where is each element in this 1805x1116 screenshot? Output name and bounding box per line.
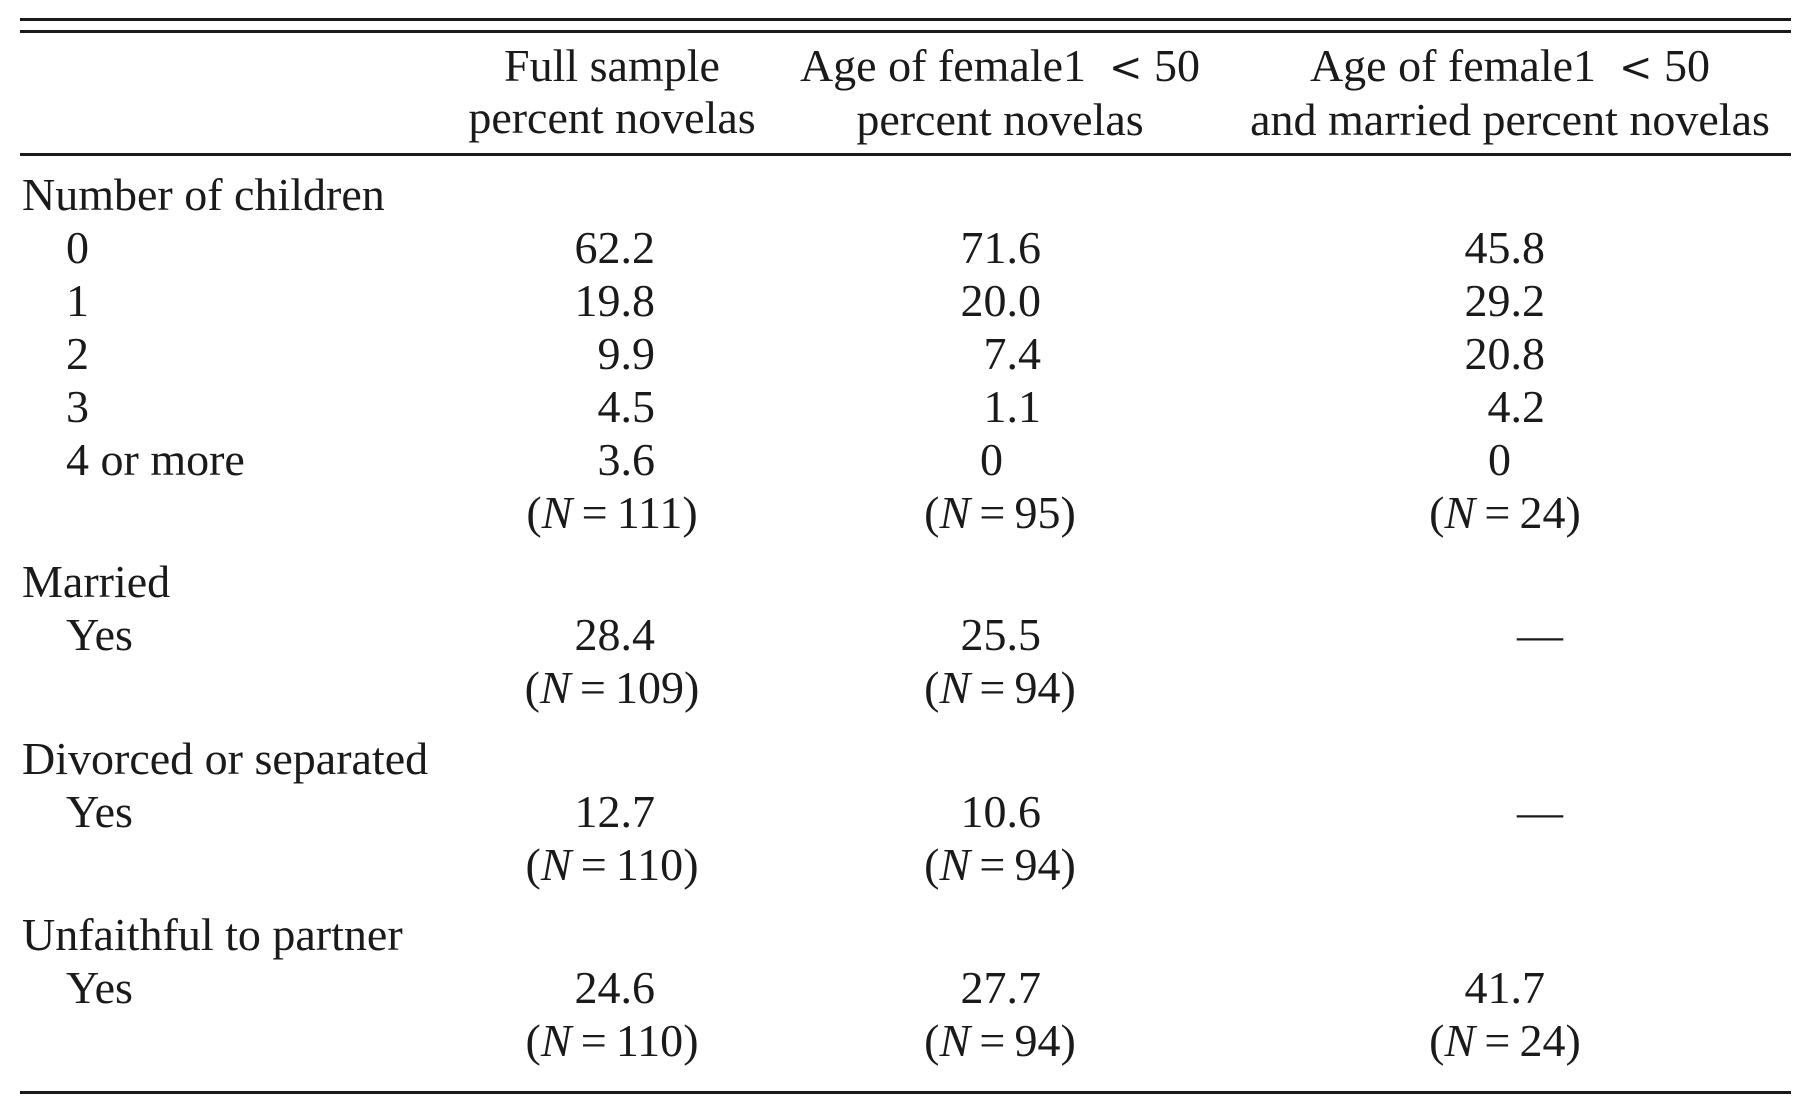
header-rule — [20, 153, 1791, 156]
cell-value: 24.6 — [574, 962, 656, 1013]
row-label: 4 or more — [66, 434, 245, 485]
top-rule-2 — [20, 30, 1791, 33]
bottom-rule — [20, 1091, 1791, 1094]
cell-value: 20.0 — [960, 275, 1042, 326]
column-header-line1: Full sample — [504, 40, 720, 91]
cell-value: 12.7 — [574, 786, 656, 837]
cell-value: 4.2 — [1487, 381, 1546, 432]
section-title-row: Number of children — [0, 169, 1805, 221]
table-row: Yes 12.7 10.6 — — [0, 786, 1805, 838]
cell-value: 28.4 — [574, 609, 656, 660]
table-row: 3 4.5 1.1 4.2 — [0, 381, 1805, 433]
cell-value: 9.9 — [597, 328, 656, 379]
column-header-line2: and married percent novelas — [1250, 94, 1770, 145]
cell-value: 0 — [980, 434, 1003, 485]
sample-size: (N = 24) — [1429, 1015, 1581, 1066]
cell-value: 10.6 — [960, 786, 1042, 837]
cell-value: 62.2 — [574, 222, 656, 273]
table-row: 1 19.8 20.0 29.2 — [0, 275, 1805, 327]
cell-value: 1.1 — [983, 381, 1042, 432]
column-header-line1: Age of female1 < 50 — [799, 40, 1201, 91]
sample-size: (N = 110) — [525, 1015, 699, 1066]
sample-size: (N = 109) — [524, 662, 700, 713]
section-title: Number of children — [22, 169, 385, 220]
cell-value: 3.6 — [597, 434, 656, 485]
cell-value: 71.6 — [960, 222, 1042, 273]
sample-size: (N = 111) — [526, 487, 698, 538]
section-title: Divorced or separated — [22, 733, 429, 784]
cell-value: 29.2 — [1464, 275, 1546, 326]
column-header-line1: Age of female1 < 50 — [1309, 40, 1711, 91]
sample-size-row: (N = 110) (N = 94) (N = 24) — [0, 1015, 1805, 1067]
sample-size: (N = 94) — [924, 1015, 1076, 1066]
sample-size-row: (N = 111) (N = 95) (N = 24) — [0, 487, 1805, 539]
cell-value: 20.8 — [1464, 328, 1546, 379]
sample-size: (N = 110) — [525, 839, 699, 890]
cell-value: — — [1517, 609, 1563, 660]
row-label: Yes — [66, 609, 133, 660]
cell-value: 19.8 — [574, 275, 656, 326]
cell-value: 41.7 — [1464, 962, 1546, 1013]
table-row: 4 or more 3.6 0 0 — [0, 434, 1805, 486]
column-header-full-sample: Full sample percent novelas — [462, 40, 762, 144]
table-row: 0 62.2 71.6 45.8 — [0, 222, 1805, 274]
sample-size-row: (N = 110) (N = 94) — [0, 839, 1805, 891]
section-title-row: Unfaithful to partner — [0, 909, 1805, 961]
section-title: Unfaithful to partner — [22, 909, 403, 960]
table-row: 2 9.9 7.4 20.8 — [0, 328, 1805, 380]
cell-value: — — [1517, 786, 1563, 837]
column-header-age-under-50-married: Age of female1 < 50 and married percent … — [1240, 40, 1780, 146]
table-row: Yes 24.6 27.7 41.7 — [0, 962, 1805, 1014]
section-title-row: Married — [0, 556, 1805, 608]
table-row: Yes 28.4 25.5 — — [0, 609, 1805, 661]
row-label: 2 — [66, 328, 89, 379]
cell-value: 25.5 — [960, 609, 1042, 660]
sample-size: (N = 94) — [924, 662, 1076, 713]
cell-value: 7.4 — [983, 328, 1042, 379]
row-label: 3 — [66, 381, 89, 432]
sample-size: (N = 24) — [1429, 487, 1581, 538]
sample-size: (N = 95) — [924, 487, 1076, 538]
column-header-line2: percent novelas — [856, 94, 1144, 145]
sample-size: (N = 94) — [924, 839, 1076, 890]
cell-value: 45.8 — [1464, 222, 1546, 273]
cell-value: 4.5 — [597, 381, 656, 432]
column-header-age-under-50: Age of female1 < 50 percent novelas — [790, 40, 1210, 146]
section-title-row: Divorced or separated — [0, 733, 1805, 785]
row-label: Yes — [66, 786, 133, 837]
row-label: 1 — [66, 275, 89, 326]
row-label: Yes — [66, 962, 133, 1013]
top-rule — [20, 18, 1791, 21]
column-header-line2: percent novelas — [468, 92, 756, 143]
row-label: 0 — [66, 222, 89, 273]
sample-size-row: (N = 109) (N = 94) — [0, 662, 1805, 714]
cell-value: 27.7 — [960, 962, 1042, 1013]
section-title: Married — [22, 556, 171, 607]
cell-value: 0 — [1488, 434, 1511, 485]
